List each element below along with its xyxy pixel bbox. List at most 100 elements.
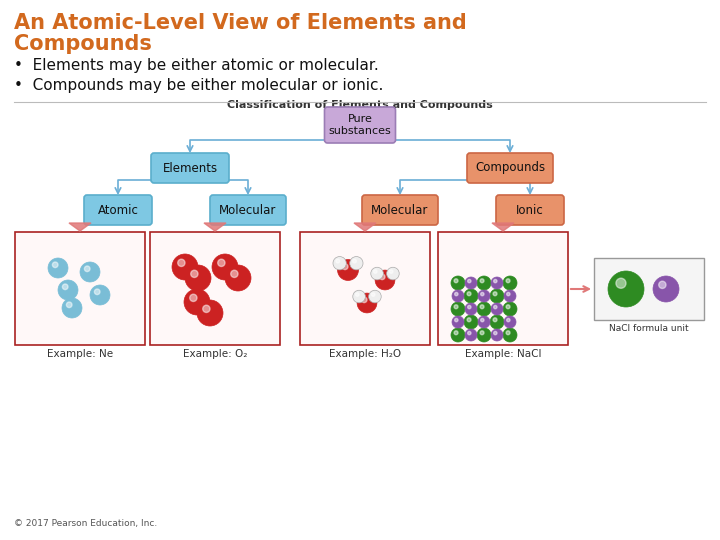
FancyBboxPatch shape xyxy=(210,195,286,225)
Circle shape xyxy=(63,284,68,289)
Text: Pure
substances: Pure substances xyxy=(328,114,392,136)
Circle shape xyxy=(172,254,198,280)
Circle shape xyxy=(353,259,356,263)
Circle shape xyxy=(48,258,68,278)
Circle shape xyxy=(356,293,359,296)
Circle shape xyxy=(494,306,497,309)
Circle shape xyxy=(464,289,478,303)
Circle shape xyxy=(387,267,399,280)
Bar xyxy=(594,258,704,320)
Bar xyxy=(300,232,430,345)
Circle shape xyxy=(616,278,626,288)
Text: •  Elements may be either atomic or molecular.: • Elements may be either atomic or molec… xyxy=(14,58,379,73)
Bar xyxy=(150,232,280,345)
Circle shape xyxy=(507,292,510,296)
Circle shape xyxy=(184,289,210,315)
Circle shape xyxy=(390,270,393,273)
Circle shape xyxy=(477,302,491,316)
Circle shape xyxy=(465,329,477,341)
Circle shape xyxy=(58,280,78,300)
Circle shape xyxy=(491,329,503,341)
Circle shape xyxy=(379,274,385,280)
Circle shape xyxy=(230,270,238,278)
Circle shape xyxy=(506,331,510,335)
Circle shape xyxy=(494,332,497,335)
Text: Molecular: Molecular xyxy=(372,204,428,217)
Circle shape xyxy=(493,318,497,322)
Circle shape xyxy=(659,281,666,288)
Circle shape xyxy=(212,254,238,280)
Circle shape xyxy=(465,303,477,315)
Circle shape xyxy=(338,260,359,280)
Circle shape xyxy=(84,266,90,272)
Bar xyxy=(438,232,568,345)
Bar xyxy=(15,232,145,345)
Circle shape xyxy=(203,305,210,313)
Circle shape xyxy=(504,316,516,328)
Text: Example: O₂: Example: O₂ xyxy=(183,349,247,359)
Circle shape xyxy=(454,279,458,283)
Circle shape xyxy=(494,279,497,283)
Circle shape xyxy=(478,290,490,302)
Circle shape xyxy=(452,316,464,328)
Circle shape xyxy=(481,292,484,296)
Circle shape xyxy=(53,262,58,268)
Text: Example: NaCl: Example: NaCl xyxy=(464,349,541,359)
Text: An Atomic-Level View of Elements and: An Atomic-Level View of Elements and xyxy=(14,13,467,33)
Circle shape xyxy=(342,264,348,269)
Text: Compounds: Compounds xyxy=(475,161,545,174)
FancyBboxPatch shape xyxy=(467,153,553,183)
Circle shape xyxy=(178,259,185,266)
Circle shape xyxy=(62,298,82,318)
Circle shape xyxy=(451,276,465,290)
Circle shape xyxy=(506,305,510,309)
Circle shape xyxy=(454,292,458,296)
Circle shape xyxy=(507,319,510,322)
Circle shape xyxy=(503,302,517,316)
FancyBboxPatch shape xyxy=(151,153,229,183)
Circle shape xyxy=(653,276,679,302)
Circle shape xyxy=(503,276,517,290)
Circle shape xyxy=(465,277,477,289)
Circle shape xyxy=(490,315,504,329)
Circle shape xyxy=(191,270,198,278)
FancyBboxPatch shape xyxy=(362,195,438,225)
Circle shape xyxy=(371,267,383,280)
Circle shape xyxy=(480,305,484,309)
Circle shape xyxy=(333,256,346,270)
FancyBboxPatch shape xyxy=(325,107,395,143)
Circle shape xyxy=(90,285,110,305)
Circle shape xyxy=(490,289,504,303)
Circle shape xyxy=(454,319,458,322)
Text: •  Compounds may be either molecular or ionic.: • Compounds may be either molecular or i… xyxy=(14,78,383,93)
Text: Example: Ne: Example: Ne xyxy=(47,349,113,359)
Circle shape xyxy=(66,302,72,308)
Text: Ionic: Ionic xyxy=(516,204,544,217)
Circle shape xyxy=(468,279,471,283)
Circle shape xyxy=(491,303,503,315)
Circle shape xyxy=(369,291,381,303)
Circle shape xyxy=(80,262,100,282)
Circle shape xyxy=(225,265,251,291)
Circle shape xyxy=(493,292,497,296)
Circle shape xyxy=(477,328,491,342)
Circle shape xyxy=(372,293,375,296)
Circle shape xyxy=(190,294,197,301)
Circle shape xyxy=(451,302,465,316)
Circle shape xyxy=(217,259,225,266)
Circle shape xyxy=(197,300,223,326)
Circle shape xyxy=(350,256,363,270)
Circle shape xyxy=(185,265,211,291)
Circle shape xyxy=(480,279,484,283)
Circle shape xyxy=(467,292,471,296)
Polygon shape xyxy=(69,223,91,231)
Circle shape xyxy=(374,270,377,273)
Circle shape xyxy=(454,331,458,335)
Circle shape xyxy=(503,328,517,342)
Circle shape xyxy=(375,270,395,290)
Circle shape xyxy=(454,305,458,309)
Text: Atomic: Atomic xyxy=(98,204,138,217)
Text: Compounds: Compounds xyxy=(14,34,152,54)
Circle shape xyxy=(361,297,367,302)
Circle shape xyxy=(480,331,484,335)
